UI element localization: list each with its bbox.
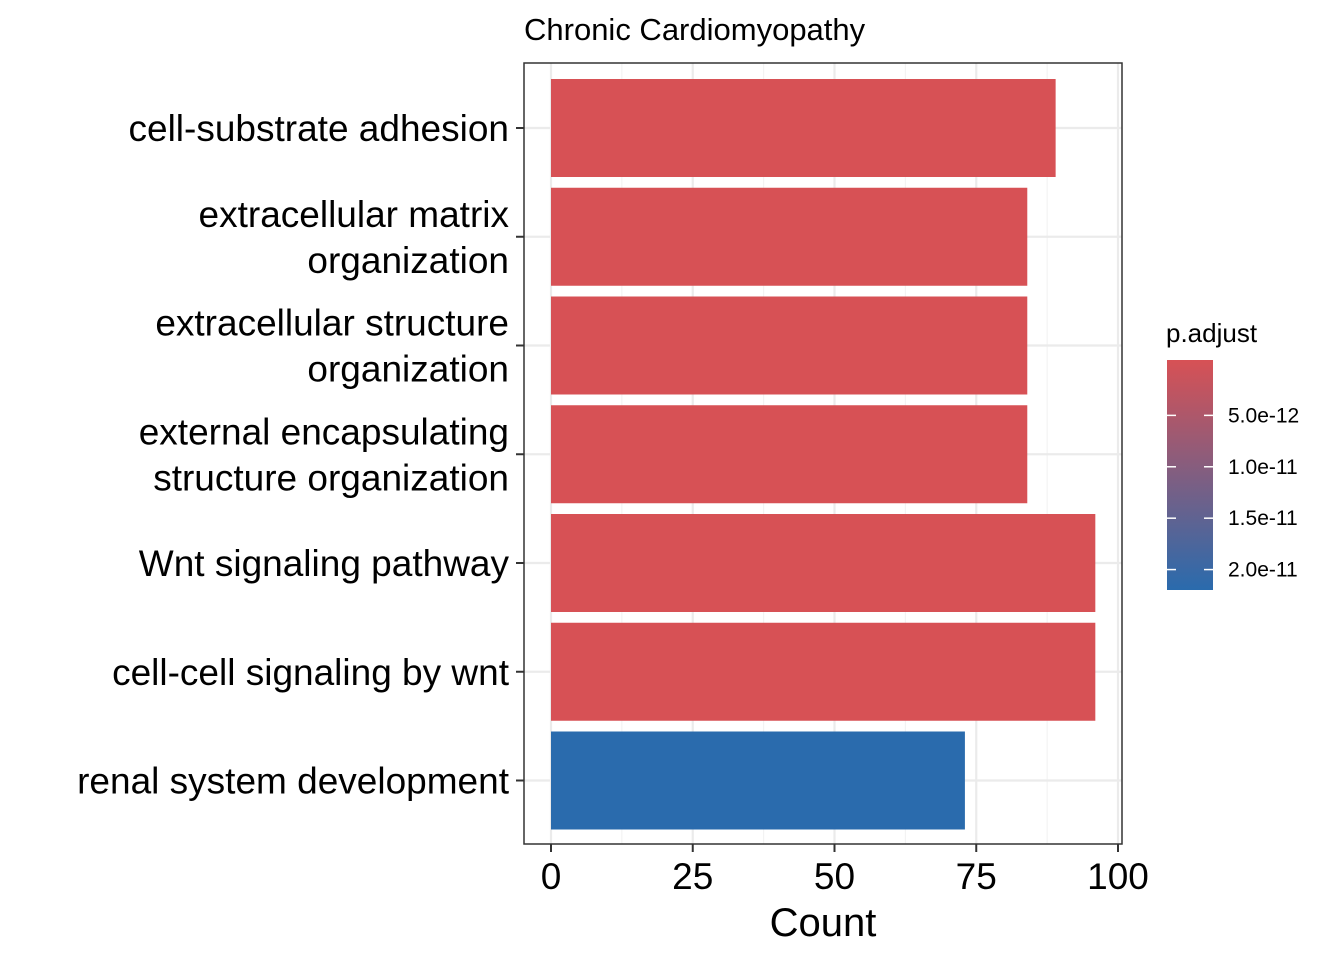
x-tick-label: 0	[541, 856, 562, 897]
bar	[551, 405, 1028, 504]
x-tick-label: 50	[814, 856, 855, 897]
legend-title: p.adjust	[1166, 318, 1258, 348]
bar	[551, 187, 1028, 286]
legend-label: 1.5e-11	[1228, 507, 1298, 530]
bar	[551, 622, 1096, 721]
bar	[551, 514, 1096, 612]
category-label: organization	[307, 349, 509, 390]
legend-label: 2.0e-11	[1228, 559, 1298, 582]
legend-colorbar	[1167, 360, 1213, 590]
x-tick-label: 75	[956, 856, 997, 897]
legend-label: 1.0e-11	[1228, 456, 1298, 479]
category-label: extracellular matrix	[199, 194, 510, 235]
x-tick-label: 25	[672, 856, 713, 897]
category-label: extracellular structure	[155, 303, 509, 344]
category-label: organization	[307, 240, 509, 281]
x-axis-title: Count	[770, 901, 877, 945]
bar	[551, 731, 965, 830]
bar	[551, 79, 1056, 177]
x-tick-label: 100	[1087, 856, 1149, 897]
bar	[551, 296, 1028, 395]
chart-title: Chronic Cardiomyopathy	[524, 12, 866, 47]
category-label: renal system development	[77, 761, 510, 802]
category-label: cell-cell signaling by wnt	[112, 652, 510, 693]
category-label: Wnt signaling pathway	[139, 543, 510, 584]
category-label: structure organization	[153, 457, 509, 498]
category-label: cell-substrate adhesion	[129, 108, 510, 149]
category-label: external encapsulating	[139, 411, 509, 452]
legend-label: 5.0e-12	[1228, 404, 1299, 427]
